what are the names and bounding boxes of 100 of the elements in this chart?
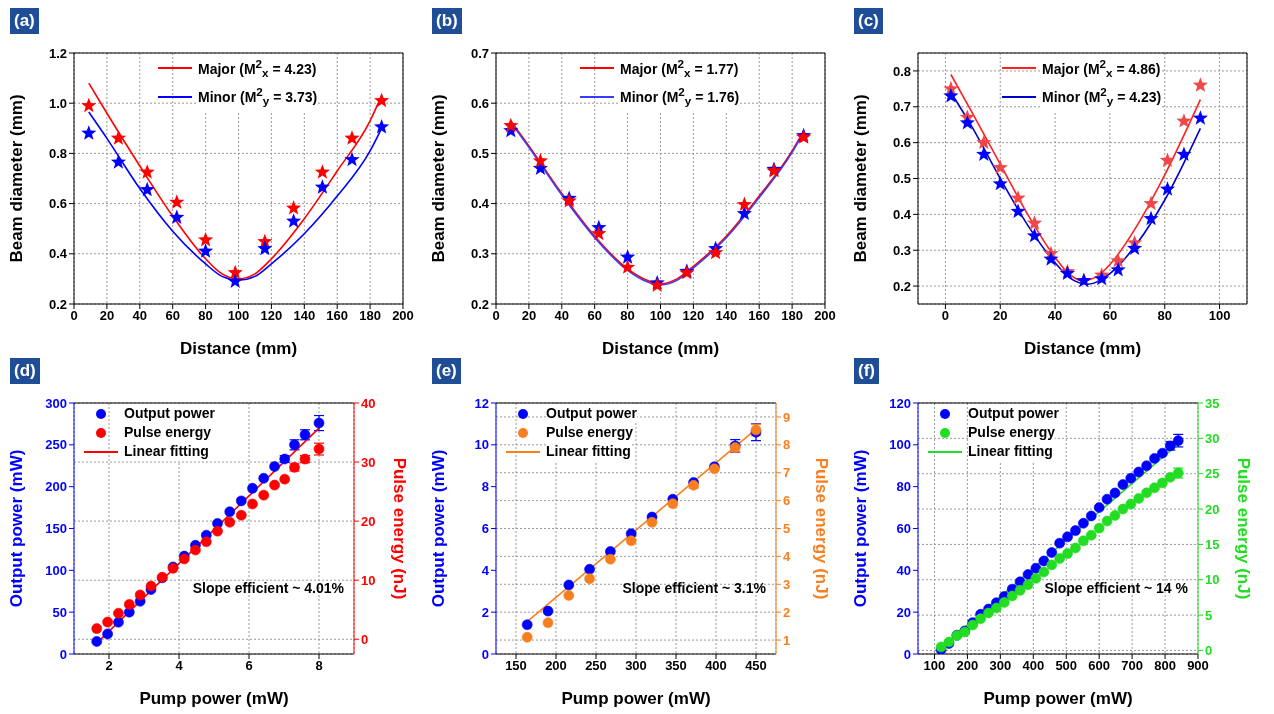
y-tick-label: 1.2	[48, 45, 67, 61]
x-tick-label: 2	[105, 658, 113, 674]
y-axis-title: Output power (mW)	[851, 449, 871, 608]
x-tick-label: 100	[1208, 308, 1231, 324]
x-tick-label: 40	[554, 308, 570, 324]
y-tick-label: 0.6	[892, 135, 911, 151]
x-tick-label: 60	[1102, 308, 1118, 324]
x-axis-title: Pump power (mW)	[139, 689, 289, 708]
x-tick-label: 300	[625, 658, 647, 674]
y2-tick-label: 20	[1205, 501, 1220, 517]
x-tick-label: 8	[315, 658, 323, 674]
x-tick-label: 160	[326, 308, 349, 324]
y-tick-label: 0.5	[470, 146, 489, 162]
y2-tick-label: 5	[783, 521, 791, 537]
y-tick-label: 20	[896, 604, 911, 620]
chart-title: (e)	[432, 358, 461, 384]
x-tick-label: 900	[1187, 658, 1209, 674]
x-axis-title: Distance (mm)	[1023, 339, 1142, 358]
x-tick-label: 60	[587, 308, 602, 324]
x-tick-label: 120	[682, 308, 705, 324]
x-tick-label: 20	[521, 308, 537, 324]
y-axis-title: Beam diameter (mm)	[851, 94, 871, 263]
chart-title: (d)	[10, 358, 40, 384]
y2-tick-label: 0	[361, 631, 369, 647]
x-tick-label: 800	[1154, 658, 1176, 674]
chart-title: (f)	[854, 358, 879, 384]
x-tick-label: 80	[1157, 308, 1172, 324]
y-tick-label: 0.3	[892, 242, 911, 258]
x-tick-label: 20	[993, 308, 1008, 324]
y-tick-label: 0.2	[470, 296, 489, 312]
x-tick-label: 60	[165, 308, 180, 324]
annotation: Slope efficient ~ 14 %	[1044, 580, 1188, 596]
y-tick-label: 0.6	[48, 196, 67, 212]
legend-label: Pulse energy	[968, 423, 1056, 442]
y-tick-label: 150	[45, 521, 67, 537]
x-axis-title: Distance (mm)	[601, 339, 720, 358]
y-tick-label: 50	[52, 604, 67, 620]
legend-label: Pulse energy	[546, 423, 634, 442]
x-tick-label: 500	[1055, 658, 1078, 674]
x-tick-label: 700	[1121, 658, 1143, 674]
y-tick-label: 6	[481, 521, 489, 537]
y2-axis-title: Pulse energy (nJ)	[811, 457, 831, 600]
y-tick-label: 0.4	[48, 246, 68, 262]
chart-title: (b)	[432, 8, 462, 34]
legend-label: Minor (M$^{2}$$_{y}$ = 1.76)	[620, 82, 740, 111]
y-tick-label: 100	[45, 562, 67, 578]
y-tick-label: 4	[481, 562, 490, 578]
y-tick-label: 300	[45, 395, 67, 411]
y-tick-label: 1.0	[48, 95, 67, 111]
y2-tick-label: 7	[783, 465, 791, 481]
y-tick-label: 10	[474, 437, 489, 453]
x-tick-label: 300	[989, 658, 1012, 674]
x-tick-label: 150	[505, 658, 527, 674]
annotation: Slope efficient ~ 3.1%	[622, 580, 766, 596]
x-tick-label: 400	[1022, 658, 1045, 674]
y-tick-label: 250	[45, 437, 67, 453]
x-tick-label: 80	[620, 308, 635, 324]
legend-label: Output power	[546, 404, 637, 423]
y-axis-title: Output power (mW)	[429, 449, 449, 608]
y2-tick-label: 3	[783, 576, 791, 592]
x-tick-label: 0	[492, 308, 500, 324]
y-tick-label: 120	[889, 395, 911, 411]
x-tick-label: 40	[1047, 308, 1063, 324]
x-tick-label: 20	[99, 308, 115, 324]
y2-tick-label: 35	[1205, 395, 1220, 411]
y2-tick-label: 10	[361, 572, 376, 588]
y-tick-label: 0	[59, 646, 67, 662]
x-tick-label: 100	[649, 308, 672, 324]
y2-tick-label: 30	[1205, 430, 1220, 446]
y-axis-title: Beam diameter (mm)	[429, 94, 449, 263]
y-tick-label: 100	[889, 437, 911, 453]
y2-tick-label: 1	[783, 632, 791, 648]
x-axis-title: Pump power (mW)	[561, 689, 711, 708]
x-tick-label: 200	[956, 658, 979, 674]
x-tick-label: 600	[1088, 658, 1111, 674]
x-tick-label: 350	[665, 658, 687, 674]
legend-label: Output power	[124, 404, 215, 423]
y-tick-label: 12	[474, 395, 489, 411]
legend-label: Linear fitting	[124, 442, 209, 461]
y2-tick-label: 6	[783, 493, 791, 509]
y2-tick-label: 40	[361, 395, 376, 411]
legend-label: Output power	[968, 404, 1059, 423]
y2-tick-label: 9	[783, 409, 791, 425]
x-tick-label: 250	[585, 658, 607, 674]
y2-tick-label: 4	[783, 549, 791, 564]
legend-label: Linear fitting	[546, 442, 631, 461]
y-tick-label: 0.2	[892, 278, 911, 294]
x-tick-label: 80	[198, 308, 213, 324]
x-tick-label: 180	[781, 308, 803, 324]
x-tick-label: 140	[715, 308, 738, 324]
legend-label: Major (M$^{2}$$_{x}$ = 1.77)	[620, 54, 739, 83]
x-tick-label: 200	[545, 658, 567, 674]
y-tick-label: 0.6	[470, 95, 489, 111]
x-tick-label: 160	[748, 308, 771, 324]
y-tick-label: 0.3	[470, 246, 489, 262]
x-tick-label: 40	[132, 308, 148, 324]
y-tick-label: 0.7	[892, 99, 911, 115]
y-tick-label: 0.4	[892, 206, 912, 222]
y-tick-label: 8	[481, 479, 489, 495]
y-tick-label: 0.8	[48, 146, 67, 162]
